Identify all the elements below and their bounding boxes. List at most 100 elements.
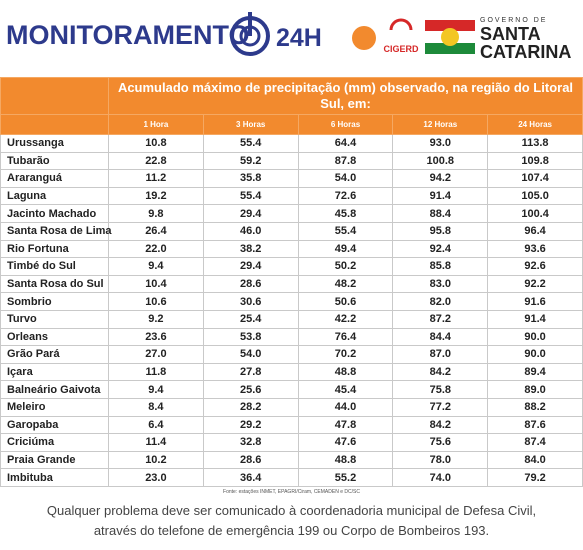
table-row: Santa Rosa de Lima 26.4 46.0 55.4 95.8 96.4 [0,221,583,241]
value-cell: 70.2 [297,345,394,364]
table-row: Sombrio 10.6 30.6 50.6 82.0 91.6 [0,292,583,311]
flag [425,20,475,54]
table-row: Turvo 9.2 25.4 42.2 87.2 91.4 [0,309,583,329]
value-cell: 23.0 [108,468,204,487]
table-row: Jacinto Machado 9.8 29.4 45.8 88.4 100.4 [0,204,583,223]
value-cell: 54.0 [202,345,299,364]
source: Fonte: estações INMET, EPAGRI/Ciram, CEM… [223,489,360,495]
badge-icon [389,18,413,31]
city-cell: Santa Rosa de Lima [0,221,112,241]
table-row: Criciúma 11.4 32.8 47.6 75.6 87.4 [0,433,583,452]
table-row: Meleiro 8.4 28.2 44.0 77.2 88.2 [0,397,583,417]
value-cell: 100.4 [487,204,583,223]
city-cell: Timbé do Sul [0,257,109,276]
anniversary-logo [352,26,376,50]
city-cell: Rio Fortuna [0,239,109,259]
city-cell: Santa Rosa do Sul [0,274,109,294]
value-cell: 10.2 [108,450,204,470]
value-cell: 28.2 [202,397,299,417]
value-cell: 29.4 [202,257,299,276]
value-cell: 10.4 [108,274,204,294]
value-cell: 22.8 [108,151,204,171]
value-cell: 87.8 [297,151,394,171]
value-cell: 83.0 [392,274,489,294]
value-cell: 11.4 [108,433,204,452]
table-row: Orleans 23.6 53.8 76.4 84.4 90.0 [0,327,583,347]
column-header: 12 Horas [392,114,489,135]
value-cell: 113.8 [487,134,583,153]
value-cell: 88.4 [392,204,489,223]
value-cell: 91.4 [487,309,583,329]
value-cell: 87.0 [392,345,489,364]
value-cell: 59.2 [202,151,299,171]
value-cell: 75.8 [392,380,489,399]
value-cell: 11.2 [108,169,204,188]
value-cell: 87.2 [392,309,489,329]
value-cell: 64.4 [297,134,394,153]
value-cell: 29.4 [202,204,299,223]
city-cell: Araranguá [0,169,109,188]
value-cell: 50.6 [297,292,394,311]
value-cell: 36.4 [202,468,299,487]
city-cell: Turvo [0,309,109,329]
city-cell: Sombrio [0,292,109,311]
value-cell: 100.8 [392,151,489,171]
value-cell: 84.0 [487,450,583,470]
value-cell: 92.4 [392,239,489,259]
value-cell: 90.0 [487,345,583,364]
value-cell: 91.4 [392,186,489,206]
value-cell: 46.0 [202,221,299,241]
city-cell: Criciúma [0,433,109,452]
badge: CIGERD [383,44,419,54]
value-cell: 77.2 [392,397,489,417]
table-row: Santa Rosa do Sul 10.4 28.6 48.2 83.0 92.2 [0,274,583,294]
value-cell: 48.8 [297,362,394,382]
value-cell: 92.6 [487,257,583,276]
value-cell: 55.4 [297,221,394,241]
brand-icon [230,12,270,56]
city-cell: Urussanga [0,134,109,153]
value-cell: 105.0 [487,186,583,206]
city-cell: Orleans [0,327,109,347]
value-cell: 44.0 [297,397,394,417]
city-cell: Laguna [0,186,109,206]
footer: Qualquer problema deve ser comunicado à … [0,501,583,541]
city-cell: Meleiro [0,397,109,417]
gov-line2: CATARINA [480,42,571,62]
value-cell: 79.2 [487,468,583,487]
value-cell: 48.2 [297,274,394,294]
value-cell: 94.2 [392,169,489,188]
gov-line1: SANTA [480,24,541,44]
value-cell: 48.8 [297,450,394,470]
value-cell: 9.8 [108,204,204,223]
value-cell: 87.4 [487,433,583,452]
city-cell: Praia Grande [0,450,109,470]
corner [0,114,109,135]
value-cell: 28.6 [202,450,299,470]
city-cell: Jacinto Machado [0,204,109,223]
value-cell: 91.6 [487,292,583,311]
value-cell: 27.0 [108,345,204,364]
value-cell: 45.8 [297,204,394,223]
value-cell: 45.4 [297,380,394,399]
value-cell: 30.6 [202,292,299,311]
value-cell: 55.2 [297,468,394,487]
column-header: 6 Horas [297,114,394,135]
value-cell: 87.6 [487,415,583,435]
value-cell: 50.2 [297,257,394,276]
value-cell: 82.0 [392,292,489,311]
value-cell: 38.2 [202,239,299,259]
brand: MONITORAMENTO [6,20,250,50]
table-row: Urussanga 10.8 55.4 64.4 93.0 113.8 [0,134,583,153]
value-cell: 109.8 [487,151,583,171]
city-cell: Grão Pará [0,345,109,364]
value-cell: 47.6 [297,433,394,452]
value-cell: 85.8 [392,257,489,276]
table-row: Garopaba 6.4 29.2 47.8 84.2 87.6 [0,415,583,435]
value-cell: 32.8 [202,433,299,452]
value-cell: 8.4 [108,397,204,417]
value-cell: 72.6 [297,186,394,206]
value-cell: 25.4 [202,309,299,329]
value-cell: 92.2 [487,274,583,294]
